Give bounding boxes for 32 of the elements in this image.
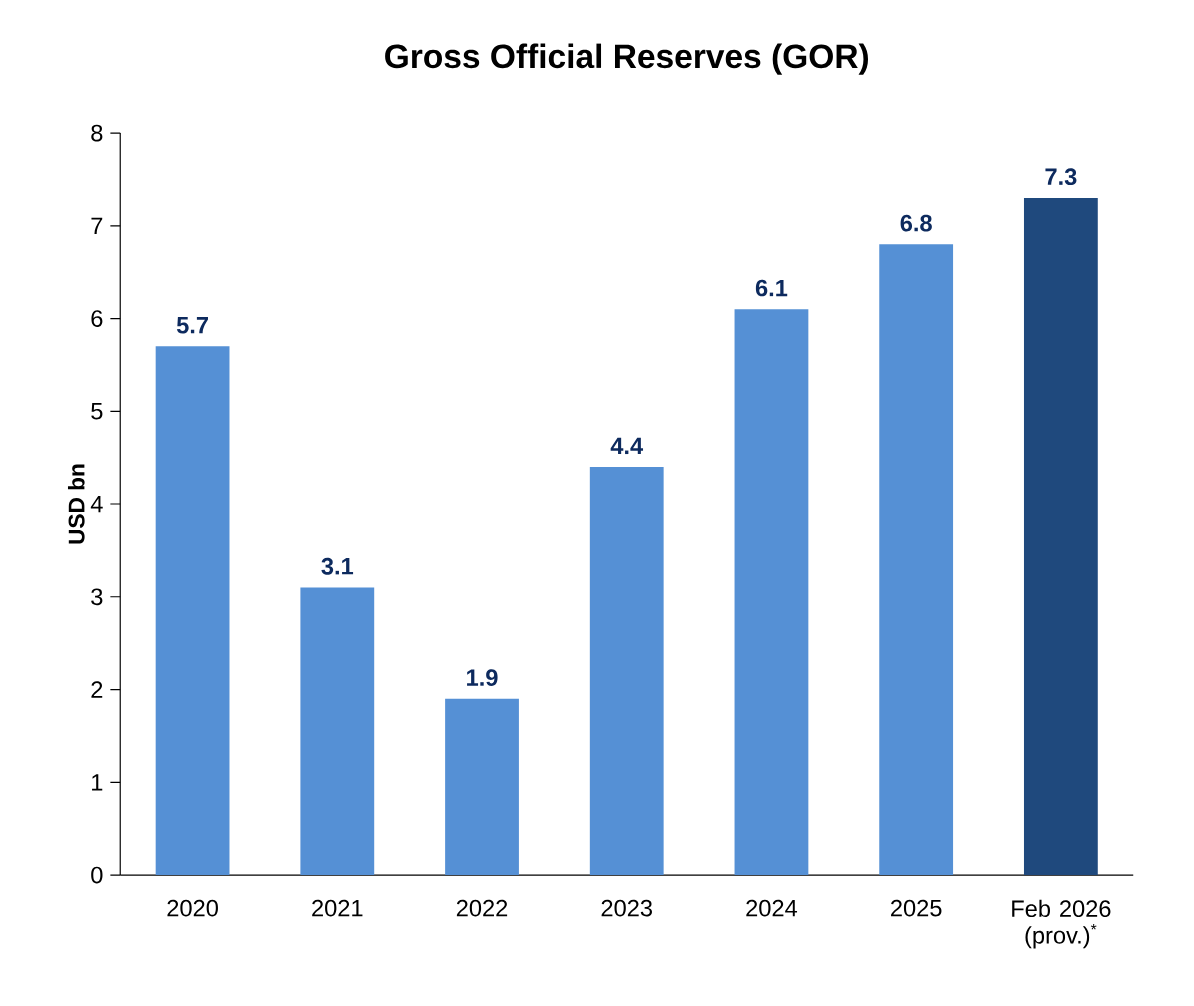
- data-label: 4.4: [610, 437, 644, 455]
- y-tick-label: 4: [90, 495, 103, 513]
- bar: [589, 466, 664, 875]
- y-tick-label: 5: [91, 403, 103, 420]
- y-tick-label: 0: [91, 866, 103, 884]
- bar: [734, 309, 809, 875]
- data-label: 7.3: [1045, 168, 1077, 186]
- x-tick-label: 2024: [746, 899, 798, 917]
- y-axis-title: USD bn: [67, 464, 85, 544]
- bar: [879, 244, 954, 875]
- bar: [445, 698, 519, 875]
- y-tick-label: 8: [91, 124, 103, 142]
- bar: [1023, 197, 1098, 875]
- data-label: 6.1: [755, 279, 788, 297]
- x-tick-label: 2022: [456, 899, 508, 917]
- x-tick-label: Feb 2026 (prov.)$^{*}$: [1012, 899, 1111, 949]
- y-tick-label: 2: [91, 681, 103, 698]
- data-label: 1.9: [467, 669, 498, 686]
- x-tick-label: 2021: [312, 899, 363, 917]
- x-tick-label: 2025: [891, 899, 942, 917]
- chart-title: Gross Official Reserves (GOR): [385, 43, 869, 75]
- y-tick-label: 1: [92, 774, 103, 791]
- y-tick-label: 6: [91, 310, 103, 327]
- x-tick-label: 2023: [601, 899, 652, 917]
- bar: [300, 587, 375, 875]
- data-label: 6.8: [900, 214, 932, 232]
- data-label: 5.7: [176, 316, 208, 334]
- y-tick-label: 3: [91, 588, 103, 606]
- y-tick-label: 7: [91, 217, 103, 234]
- data-label: 3.1: [321, 557, 354, 575]
- bar: [155, 346, 230, 875]
- x-tick-label: 2020: [167, 899, 218, 917]
